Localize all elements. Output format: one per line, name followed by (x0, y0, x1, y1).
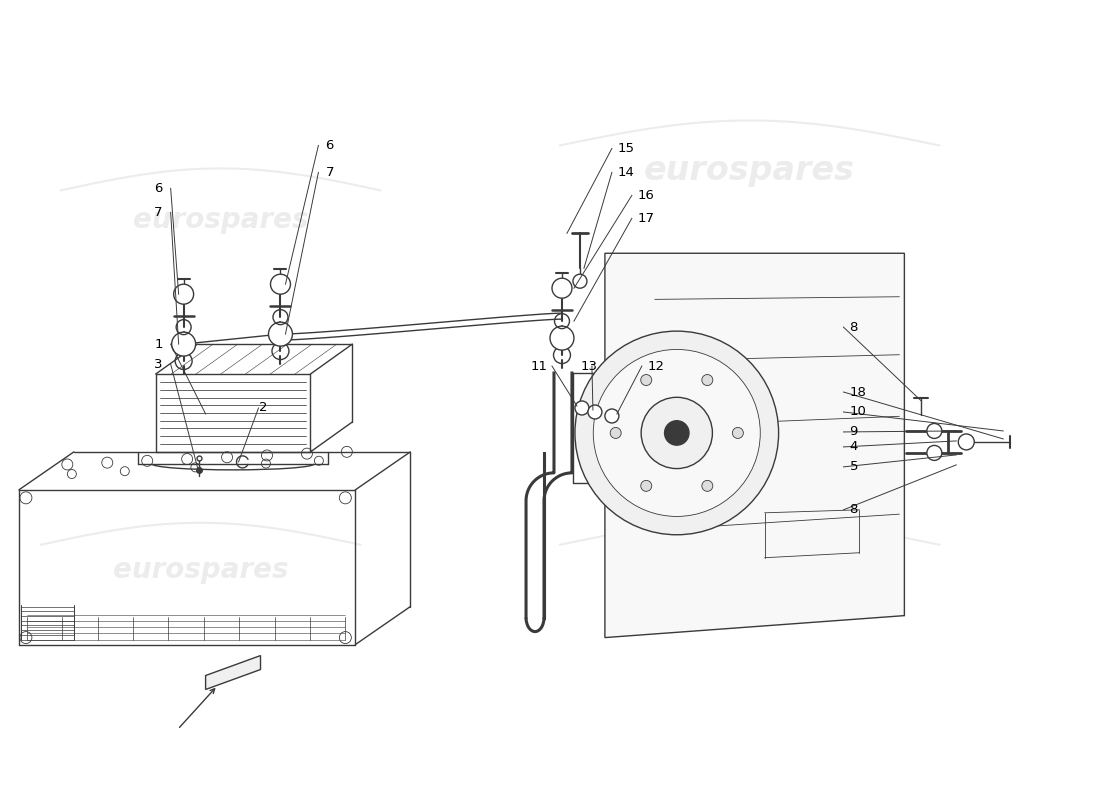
Text: 11: 11 (531, 359, 548, 373)
Circle shape (605, 409, 619, 423)
Circle shape (641, 398, 713, 469)
Text: 17: 17 (638, 212, 654, 225)
Circle shape (271, 274, 290, 294)
Circle shape (733, 427, 744, 438)
Text: eurospares: eurospares (133, 206, 308, 234)
Circle shape (593, 350, 760, 517)
Text: 9: 9 (849, 426, 858, 438)
Circle shape (702, 374, 713, 386)
Polygon shape (206, 655, 261, 690)
Circle shape (664, 421, 689, 445)
Circle shape (552, 278, 572, 298)
Circle shape (958, 434, 975, 450)
Text: 7: 7 (326, 166, 334, 179)
Text: 6: 6 (326, 139, 333, 152)
Text: 18: 18 (849, 386, 867, 398)
Circle shape (587, 405, 602, 419)
Text: 16: 16 (638, 189, 654, 202)
Text: 14: 14 (618, 166, 635, 179)
Circle shape (575, 401, 589, 415)
Circle shape (550, 326, 574, 350)
Text: 6: 6 (154, 182, 163, 195)
Polygon shape (605, 254, 904, 638)
Circle shape (640, 480, 651, 491)
Text: 1: 1 (154, 338, 163, 350)
Circle shape (640, 374, 651, 386)
Text: 4: 4 (849, 441, 858, 454)
Text: 15: 15 (618, 142, 635, 155)
Circle shape (172, 332, 196, 356)
Circle shape (575, 331, 779, 534)
Circle shape (927, 446, 942, 460)
Text: eurospares: eurospares (645, 563, 855, 596)
Circle shape (702, 480, 713, 491)
Text: eurospares: eurospares (113, 556, 288, 584)
Circle shape (268, 322, 293, 346)
Text: 12: 12 (648, 359, 664, 373)
Circle shape (174, 284, 194, 304)
Text: 3: 3 (154, 358, 163, 370)
Text: 8: 8 (849, 503, 858, 516)
Circle shape (927, 423, 942, 438)
Text: 5: 5 (849, 460, 858, 474)
Text: 13: 13 (581, 359, 598, 373)
Text: eurospares: eurospares (645, 154, 855, 187)
Text: 8: 8 (849, 321, 858, 334)
Text: 10: 10 (849, 406, 867, 418)
Text: 7: 7 (154, 206, 163, 219)
Text: 2: 2 (258, 402, 267, 414)
Circle shape (610, 427, 621, 438)
